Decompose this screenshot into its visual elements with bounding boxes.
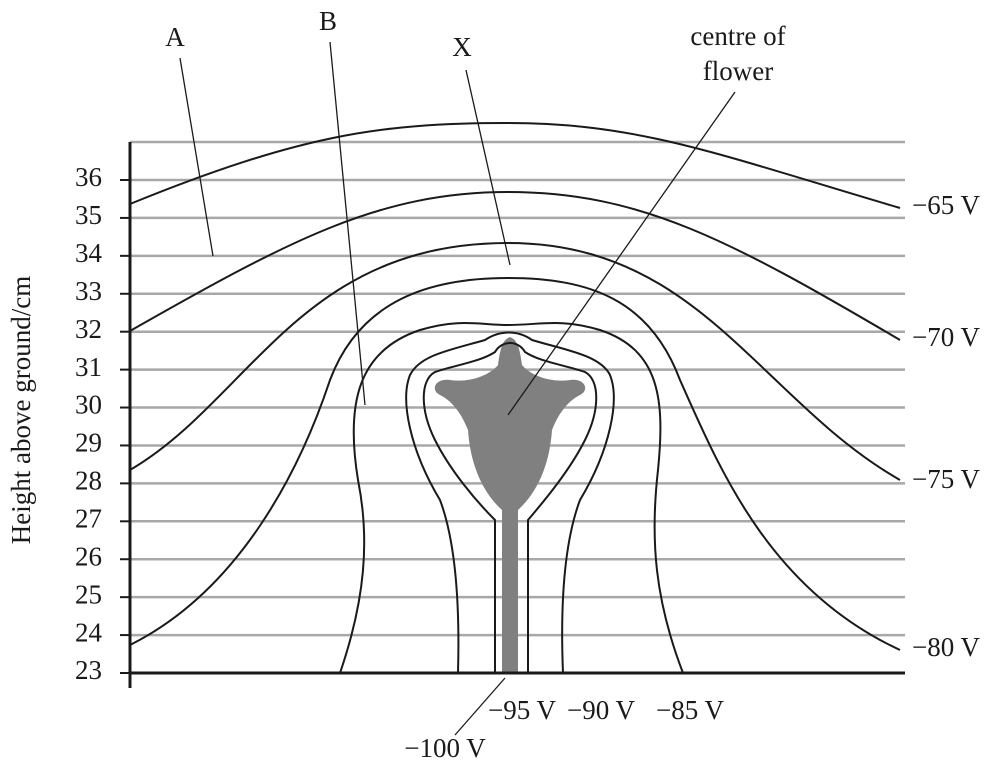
y-tick-label: 27 (75, 504, 102, 534)
y-ticks: 23 24 25 26 27 28 29 30 31 32 33 34 35 36 (75, 162, 130, 685)
y-tick-label: 29 (75, 428, 102, 458)
pointer (330, 42, 365, 405)
figure: 23 24 25 26 27 28 29 30 31 32 33 34 35 36 Height abov… (0, 0, 990, 767)
y-tick-label: 26 (75, 541, 102, 571)
y-axis-label: Height above ground/cm (6, 276, 36, 544)
y-tick-label: 34 (75, 238, 103, 268)
contour (130, 123, 900, 208)
label-a: A (165, 22, 185, 52)
y-tick-label: 23 (75, 655, 102, 685)
voltage-label: −100 V (404, 733, 486, 763)
voltage-label: −70 V (912, 322, 980, 352)
y-tick-label: 36 (75, 162, 102, 192)
y-tick-label: 25 (75, 579, 102, 609)
label-centre: flower (703, 56, 773, 86)
voltage-label: −95 V (488, 695, 556, 725)
y-tick-label: 28 (75, 466, 102, 496)
voltage-label: −75 V (912, 464, 980, 494)
voltage-label: −90 V (567, 695, 635, 725)
voltage-label: −80 V (912, 632, 980, 662)
voltage-label: −65 V (912, 190, 980, 220)
pointer (180, 58, 213, 256)
pointer (466, 70, 510, 265)
pointer (508, 92, 735, 415)
y-tick-label: 35 (75, 200, 102, 230)
y-tick-label: 32 (75, 314, 102, 344)
y-tick-label: 24 (75, 617, 103, 647)
contour (130, 192, 900, 340)
label-centre: centre of (690, 21, 785, 51)
label-x: X (452, 32, 472, 62)
y-tick-label: 30 (75, 390, 102, 420)
y-tick-label: 31 (75, 352, 102, 382)
voltage-label: −85 V (656, 695, 724, 725)
y-tick-label: 33 (75, 276, 102, 306)
label-b: B (319, 6, 337, 36)
